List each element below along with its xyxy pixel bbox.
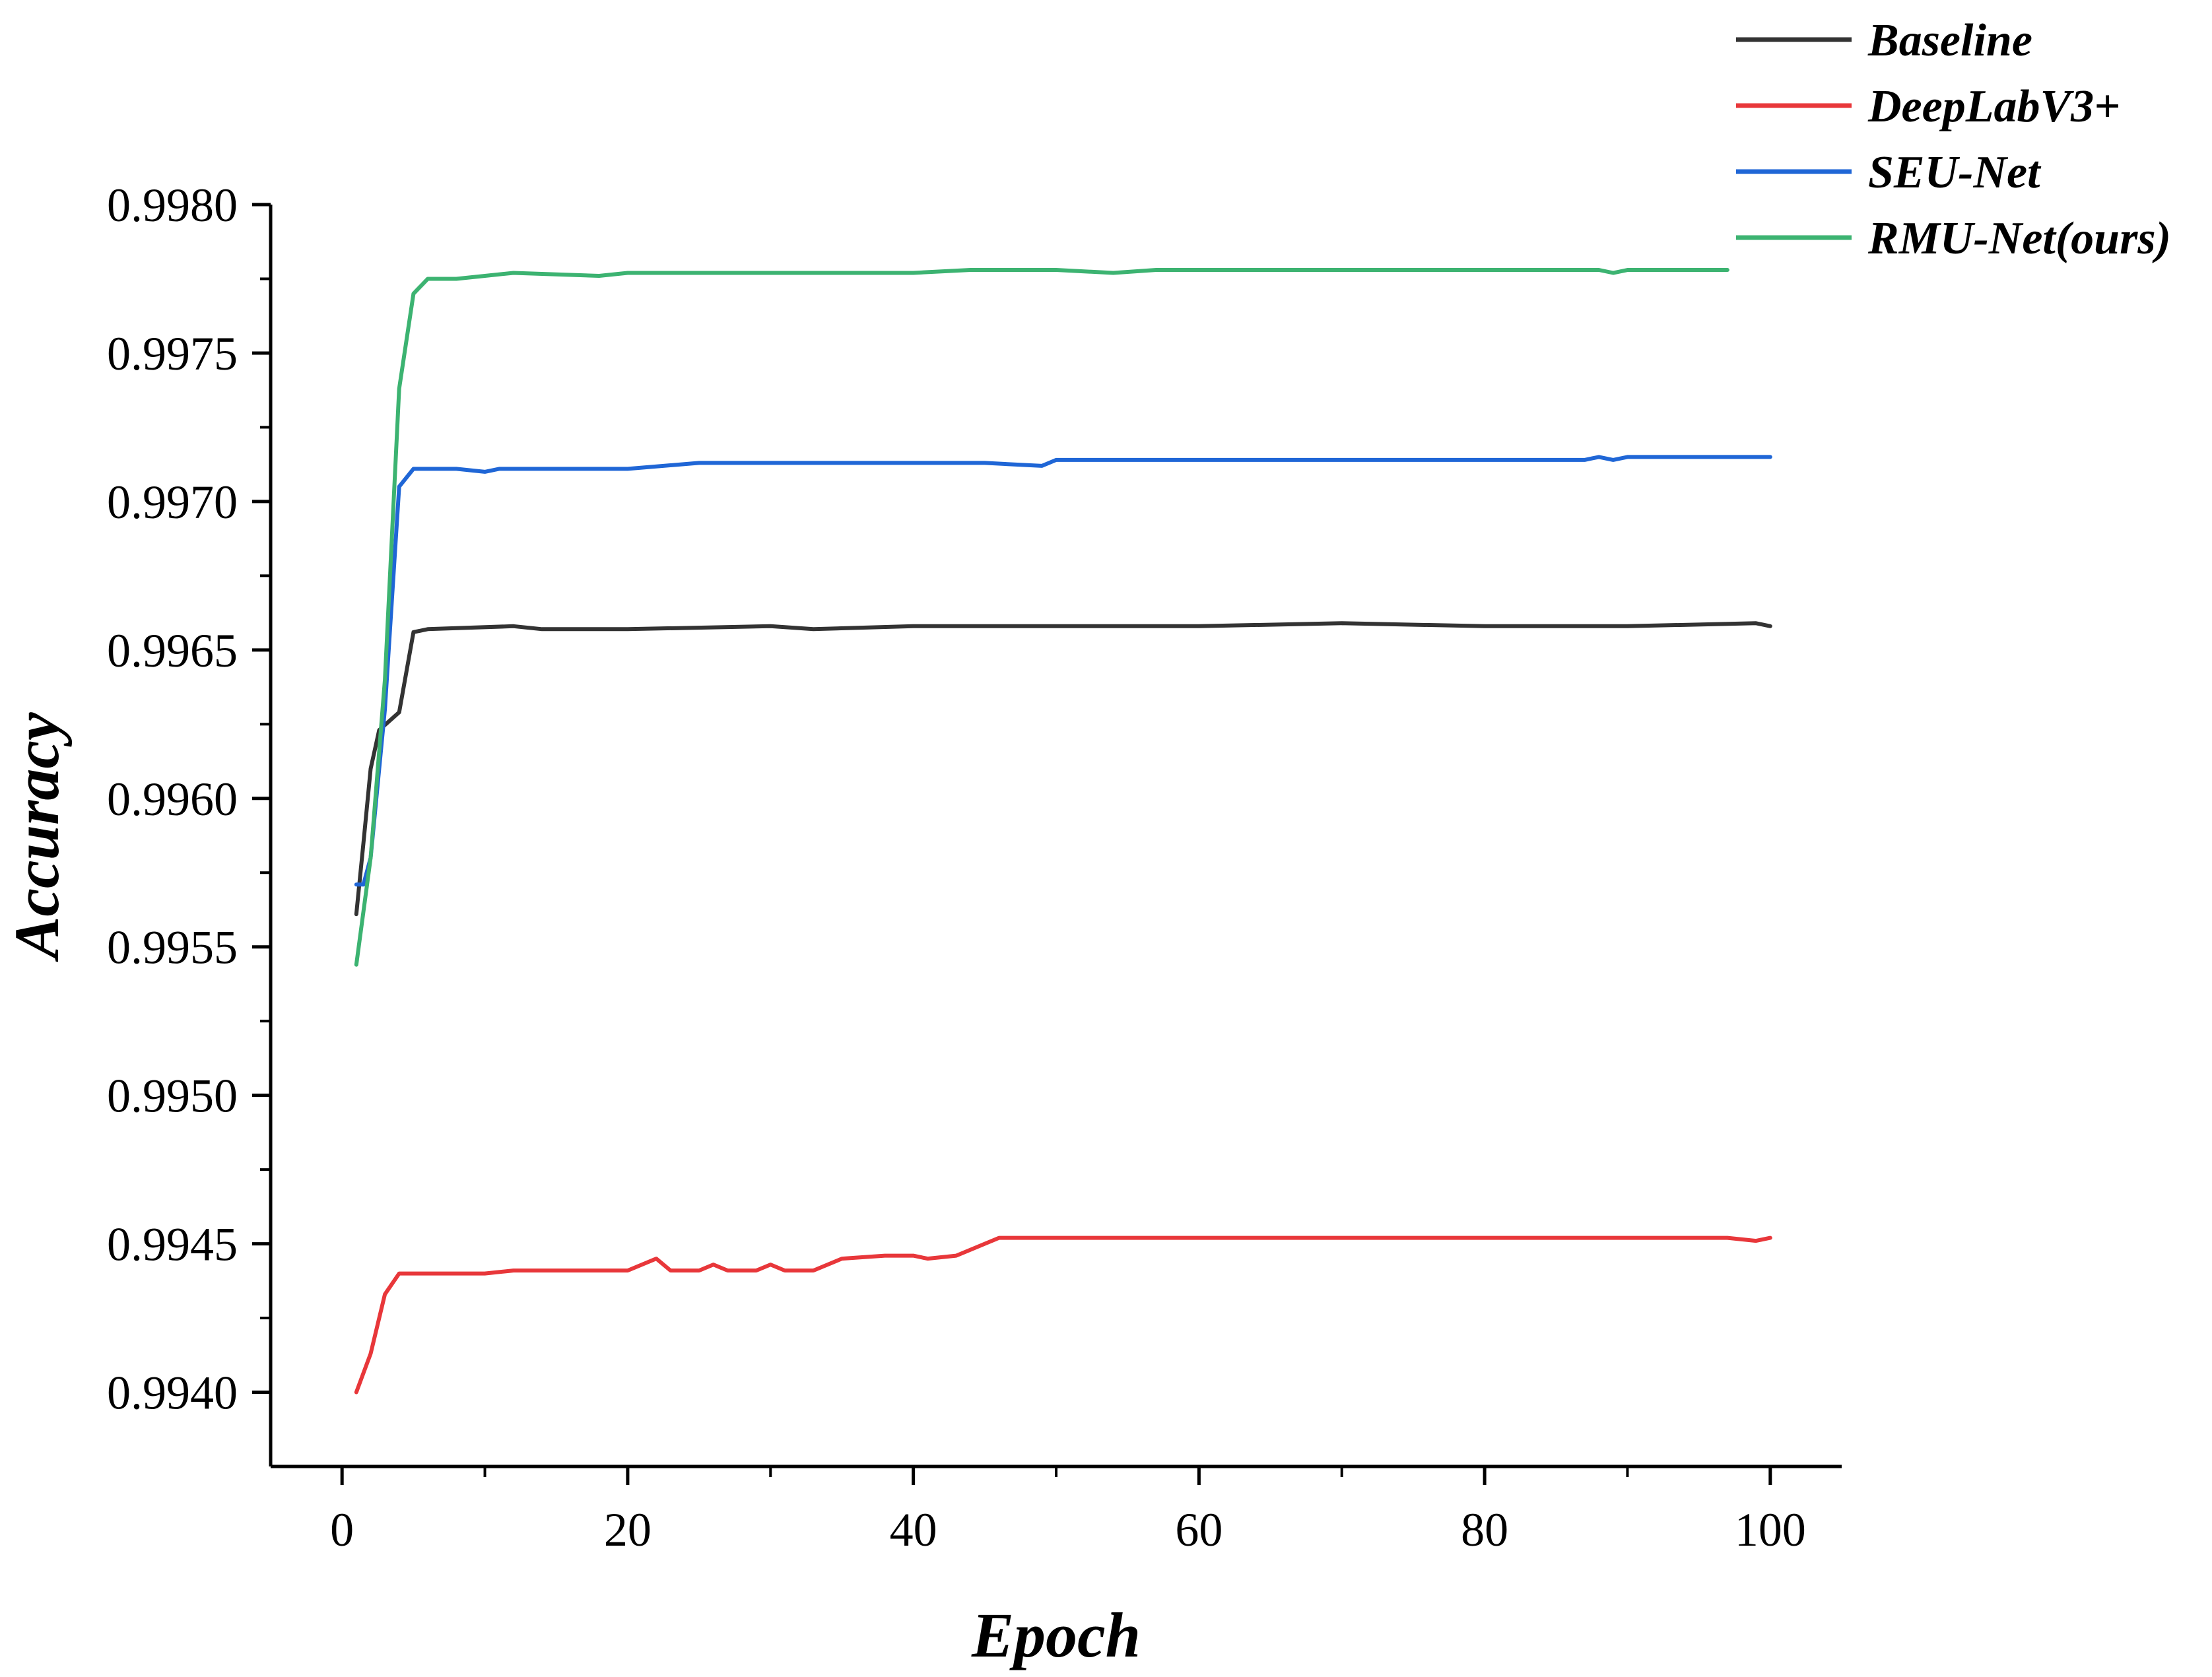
y-tick-label: 0.9960: [107, 773, 238, 826]
legend-label-rmu-net-ours: RMU-Net(ours): [1867, 213, 2171, 264]
x-tick-label: 80: [1461, 1503, 1508, 1556]
x-tick-label: 100: [1735, 1503, 1806, 1556]
ticks: 0 20 40 60 80 100 0.9940 0.9945 0.9950 0.9955 0.99…: [107, 179, 1806, 1556]
series-line-seu-net: [354, 455, 1772, 887]
y-tick-label: 0.9975: [107, 327, 238, 380]
legend-label-deeplabv3: DeepLabV3+: [1867, 81, 2120, 132]
x-tick-label: 60: [1175, 1503, 1223, 1556]
y-tick-label: 0.9950: [107, 1070, 238, 1123]
y-tick-label: 0.9940: [107, 1367, 238, 1420]
y-axis-title: Accuracy: [1, 712, 72, 962]
series-line-deeplabv3: [354, 1235, 1772, 1395]
y-tick-label: 0.9955: [107, 921, 238, 974]
legend-label-seu-net: SEU-Net: [1868, 147, 2042, 198]
y-tick-label: 0.9980: [107, 179, 238, 232]
series-line-rmu-net-ours: [354, 268, 1729, 967]
axes: [269, 205, 1842, 1468]
plot-lines: [354, 268, 1772, 1395]
x-tick-label: 20: [604, 1503, 652, 1556]
legend-label-baseline: Baseline: [1867, 15, 2032, 66]
x-tick-label: 0: [330, 1503, 354, 1556]
y-tick-label: 0.9965: [107, 624, 238, 677]
series-line-baseline: [354, 621, 1772, 917]
legend: Baseline DeepLabV3+ SEU-Net RMU-Net(ours): [1736, 15, 2171, 264]
y-tick-label: 0.9970: [107, 476, 238, 529]
x-tick-label: 40: [890, 1503, 937, 1556]
x-axis-title: Epoch: [971, 1600, 1141, 1670]
y-tick-label: 0.9945: [107, 1218, 238, 1271]
